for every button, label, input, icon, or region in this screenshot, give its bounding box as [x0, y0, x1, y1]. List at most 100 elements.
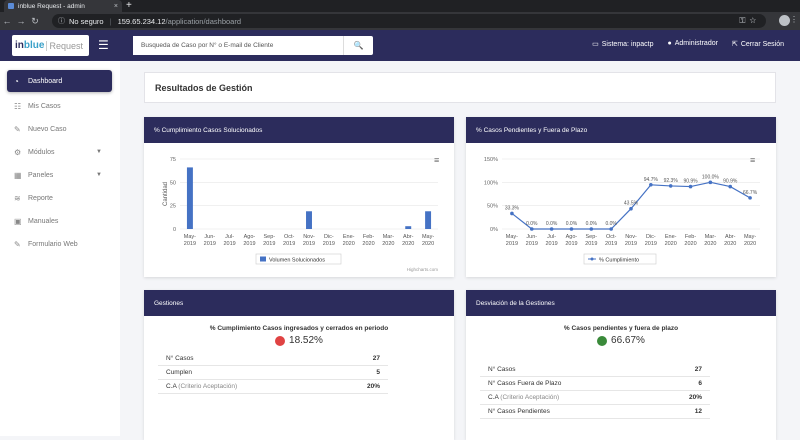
sidebar-item-mis-casos[interactable]: ☷ Mis Casos — [7, 95, 112, 117]
logout-label: Cerrar Sesión — [740, 41, 784, 48]
chevron-down-icon: ▼ — [96, 149, 102, 155]
data-label: 0.0% — [526, 221, 538, 227]
x-tick-label: Dic-2019 — [645, 234, 657, 247]
app-header: inblue Request ☰ 🔍 ▭Sistema: inpactp ●Ad… — [0, 30, 800, 61]
x-tick-label: Sep-2019 — [585, 234, 597, 247]
back-icon[interactable]: ← — [2, 16, 12, 26]
x-tick-label: Nov-2019 — [303, 234, 315, 247]
bar — [306, 211, 312, 229]
bar — [186, 167, 193, 229]
sidebar-item-modulos[interactable]: ⚙ Módulos ▼ — [7, 141, 112, 163]
stat-value: 20% — [688, 394, 702, 401]
data-point — [569, 227, 574, 231]
table-icon: ▦ — [14, 170, 22, 180]
x-tick-label: Feb-2020 — [684, 234, 696, 247]
legend-marker — [590, 257, 594, 261]
url-field[interactable]: ⓘ No seguro | 159.65.234.12 /application… — [52, 14, 766, 28]
data-point — [529, 227, 534, 231]
logo-blue: blue — [23, 40, 45, 51]
line-chart-container: ≡ 0% 50% 100% 150% 33.3% 0.0% 0.0% 0.0% 0.0% 0.0% 4… — [466, 143, 776, 277]
bar-chart: ≡ 0 25 50 75 Cantidad May-2019 Jun-2019 Jul-2019… — [163, 155, 439, 272]
legend-box — [583, 253, 657, 265]
url-path: /application/dashboard — [165, 16, 242, 26]
dashboard-icon: ◔ — [14, 76, 19, 86]
tab-title: inblue Request - admin — [18, 2, 85, 10]
data-point — [649, 183, 653, 187]
data-point — [708, 180, 713, 185]
stat-value: 12 — [694, 408, 702, 415]
data-point — [510, 211, 514, 216]
stat-label: N° Casos Pendientes — [488, 408, 550, 415]
profile-icon[interactable] — [779, 15, 790, 26]
stat-label: N° Casos Fuera de Plazo — [488, 380, 562, 387]
legend-label: % Cumplimiento — [599, 258, 639, 264]
search-button[interactable]: 🔍 — [343, 36, 373, 55]
stat-row: C.A (Criterio Aceptación) 20% — [158, 380, 388, 394]
y-tick-label: 25 — [170, 204, 176, 210]
admin-link[interactable]: ● Administrador — [668, 40, 718, 48]
menu-icon[interactable]: ⋮ — [790, 15, 798, 24]
stat-value: 5 — [376, 369, 380, 376]
cogs-icon: ⚙ — [14, 147, 22, 157]
x-tick-label: Jul-2019 — [545, 234, 557, 247]
gestiones-subtitle: % Cumplimiento Casos ingresados y cerrad… — [209, 325, 389, 332]
data-label: 0.0% — [566, 221, 578, 227]
page-title-text: Resultados de Gestión — [155, 82, 253, 93]
reload-icon[interactable]: ↻ — [31, 15, 39, 26]
sidebar-item-formulario-web[interactable]: ✎ Formulario Web — [7, 233, 112, 255]
data-point — [668, 184, 673, 188]
sidebar-item-label: Mis Casos — [28, 102, 61, 110]
key-star-icon[interactable]: ⚿☆ — [739, 16, 760, 25]
x-tick-label: May-2019 — [184, 234, 196, 247]
card-header: % Casos Pendientes y Fuera de Plazo — [466, 117, 776, 143]
y-tick-label: 0% — [490, 227, 498, 233]
info-icon[interactable]: ⓘ — [58, 18, 65, 25]
browser-tab[interactable]: inblue Request - admin × — [4, 0, 122, 12]
data-point — [688, 184, 693, 189]
data-point — [589, 227, 594, 231]
sidebar-item-reporte[interactable]: ≋ Reporte — [7, 187, 112, 209]
sidebar-item-label: Formulario Web — [28, 240, 78, 248]
legend-swatch — [260, 256, 266, 262]
chart-menu-icon: ≡ — [750, 155, 755, 165]
logout-link[interactable]: ⇱ Cerrar Sesión — [732, 40, 784, 48]
stat-label: C.A (Criterio Aceptación) — [488, 394, 560, 401]
y-tick-label: 150% — [484, 157, 498, 163]
sidebar-item-paneles[interactable]: ▦ Paneles ▼ — [7, 164, 112, 186]
bar-chart-container: ≡ 0 25 50 75 Cantidad May-2019 Jun-2019 Jul-2019… — [144, 143, 454, 277]
x-tick-label: Ene-2020 — [665, 234, 677, 247]
stat-label: N° Casos — [488, 366, 516, 373]
data-label: 92.3% — [664, 178, 679, 184]
logo[interactable]: in blue Request — [12, 35, 89, 56]
sidebar-item-manuales[interactable]: ▣ Manuales — [7, 210, 112, 232]
x-tick-label: Jun-2019 — [204, 234, 216, 247]
page-title: Resultados de Gestión — [144, 72, 776, 103]
system-link[interactable]: ▭ Sistema: inpactp — [592, 40, 653, 48]
x-tick-label: May-2019 — [506, 234, 518, 247]
url-divider: | — [109, 16, 112, 26]
sidebar-item-label: Nuevo Caso — [28, 125, 67, 133]
y-tick-label: 50% — [487, 204, 498, 210]
legend-label: Volumen Solucionados — [269, 258, 325, 264]
search-input[interactable] — [133, 36, 343, 55]
stat-value: 6 — [698, 380, 702, 387]
y-tick-label: 0 — [173, 227, 176, 233]
stat-sublabel: (Criterio Aceptación) — [500, 394, 560, 401]
gestiones-pct: 18.52% — [144, 335, 454, 346]
data-label: 0.0% — [605, 221, 617, 227]
close-tab-icon[interactable]: × — [113, 2, 118, 10]
sidebar-item-dashboard[interactable]: ◔ Dashboard — [7, 70, 112, 92]
forward-icon[interactable]: → — [16, 16, 26, 26]
stat-row: C.A (Criterio Aceptación) 20% — [480, 391, 710, 405]
security-label: No seguro — [69, 16, 104, 26]
new-tab-icon[interactable]: + — [126, 0, 132, 11]
logo-request: Request — [46, 40, 83, 51]
x-tick-label: Abr-2020 — [402, 234, 414, 247]
x-tick-label: Abr-2020 — [724, 234, 736, 247]
hamburger-icon[interactable]: ☰ — [98, 38, 109, 52]
bar — [425, 211, 432, 229]
data-label: 33.3% — [505, 205, 520, 211]
card-header: % Cumplimiento Casos Solucionados — [144, 117, 454, 143]
sidebar-item-nuevo-caso[interactable]: ✎ Nuevo Caso — [7, 118, 112, 140]
data-label: 90.9% — [683, 179, 698, 185]
